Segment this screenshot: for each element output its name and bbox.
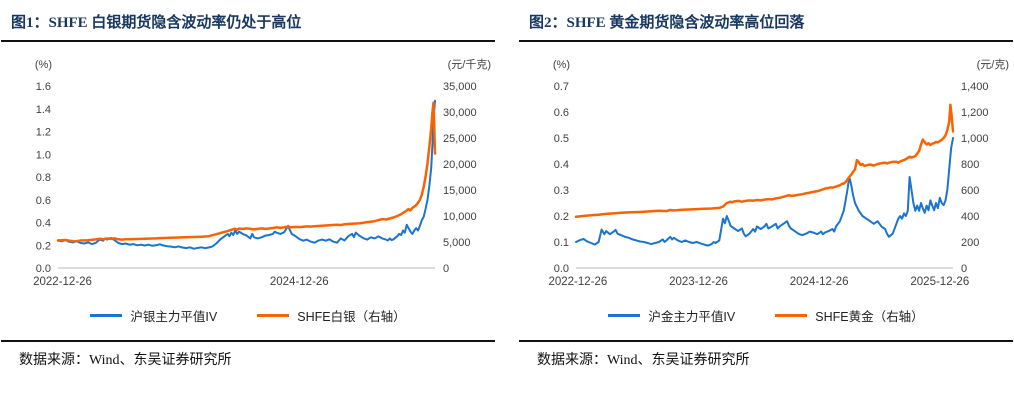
- svg-text:800: 800: [961, 159, 979, 171]
- svg-text:20,000: 20,000: [443, 159, 477, 171]
- svg-text:0.2: 0.2: [554, 211, 569, 223]
- svg-text:0.5: 0.5: [554, 133, 569, 145]
- svg-text:2025-12-26: 2025-12-26: [910, 276, 969, 288]
- figure-2-title: 图2：SHFE 黄金期货隐含波动率高位回落: [519, 6, 1013, 42]
- svg-text:35,000: 35,000: [443, 81, 477, 93]
- figure-2-panel: 图2：SHFE 黄金期货隐含波动率高位回落 (%) (元/克) 0.0 0.1 0.2 0…: [519, 6, 1013, 402]
- svg-text:0.4: 0.4: [36, 218, 51, 230]
- svg-text:30,000: 30,000: [443, 107, 477, 119]
- svg-text:(元/克): (元/克): [977, 58, 1009, 71]
- svg-text:0: 0: [443, 263, 449, 275]
- svg-text:0.0: 0.0: [554, 263, 569, 275]
- legend-item-gold-price: SHFE黄金（右轴）: [775, 306, 924, 325]
- figure-1-legend: 沪银主力平值IV SHFE白银（右轴）: [1, 306, 495, 324]
- figure-1-title: 图1：SHFE 白银期货隐含波动率仍处于高位: [1, 6, 495, 42]
- figure-2-legend: 沪金主力平值IV SHFE黄金（右轴）: [519, 306, 1013, 324]
- figure-1-source: 数据来源：Wind、东吴证券研究所: [19, 353, 232, 368]
- legend-label: 沪银主力平值IV: [130, 309, 218, 324]
- silver-iv-chart-svg: (%) (元/千克) 0.0 0.2 0.4 0.6 0.8 1.0 1.2 1.4 1.6 0 5,0…: [33, 58, 491, 288]
- svg-text:1.4: 1.4: [36, 104, 51, 116]
- svg-text:5,000: 5,000: [443, 237, 471, 249]
- gold-iv-chart: (%) (元/克) 0.0 0.1 0.2 0.3 0.4 0.5 0.6 0.7 0 200 400 6…: [519, 46, 1013, 298]
- svg-text:2022-12-26: 2022-12-26: [33, 276, 92, 288]
- svg-text:600: 600: [961, 185, 979, 197]
- legend-label: 沪金主力平值IV: [648, 309, 736, 324]
- figure-2-source: 数据来源：Wind、东吴证券研究所: [537, 353, 750, 368]
- svg-text:2022-12-26: 2022-12-26: [548, 276, 607, 288]
- gold-iv-chart-svg: (%) (元/克) 0.0 0.1 0.2 0.3 0.4 0.5 0.6 0.7 0 200 400 6…: [548, 58, 1009, 288]
- figure-2-bottom-rule: [519, 340, 1013, 342]
- svg-text:0.0: 0.0: [36, 263, 51, 275]
- svg-text:15,000: 15,000: [443, 185, 477, 197]
- orange-line-swatch-icon: [775, 313, 808, 317]
- figure-1-panel: 图1：SHFE 白银期货隐含波动率仍处于高位 (%) (元/千克) 0.0 0.2 0.…: [1, 6, 495, 402]
- svg-text:2024-12-26: 2024-12-26: [270, 276, 329, 288]
- svg-text:0.6: 0.6: [554, 107, 569, 119]
- svg-text:2024-12-26: 2024-12-26: [790, 276, 849, 288]
- svg-text:(元/千克): (元/千克): [448, 58, 491, 71]
- legend-label: SHFE白银（右轴）: [297, 309, 406, 324]
- figure-1-bottom-rule: [1, 340, 495, 342]
- legend-item-silver-price: SHFE白银（右轴）: [257, 306, 406, 325]
- svg-text:0.7: 0.7: [554, 81, 569, 93]
- svg-text:10,000: 10,000: [443, 211, 477, 223]
- svg-text:0.4: 0.4: [554, 159, 569, 171]
- svg-text:(%): (%): [553, 59, 570, 71]
- svg-text:(%): (%): [35, 59, 52, 71]
- svg-text:0.6: 0.6: [36, 195, 51, 207]
- svg-text:0.2: 0.2: [36, 240, 51, 252]
- svg-text:400: 400: [961, 211, 979, 223]
- blue-line-swatch-icon: [90, 313, 123, 317]
- legend-label: SHFE黄金（右轴）: [815, 309, 924, 324]
- svg-text:200: 200: [961, 237, 979, 249]
- svg-text:1,000: 1,000: [961, 133, 989, 145]
- svg-text:1.6: 1.6: [36, 81, 51, 93]
- svg-text:0.1: 0.1: [554, 237, 569, 249]
- svg-text:0.8: 0.8: [36, 172, 51, 184]
- svg-text:1,400: 1,400: [961, 81, 989, 93]
- legend-item-gold-iv: 沪金主力平值IV: [608, 306, 735, 325]
- svg-text:1,200: 1,200: [961, 107, 989, 119]
- svg-text:0: 0: [961, 263, 967, 275]
- svg-text:1.0: 1.0: [36, 149, 51, 161]
- svg-text:1.2: 1.2: [36, 127, 51, 139]
- legend-item-silver-iv: 沪银主力平值IV: [90, 306, 217, 325]
- silver-iv-chart: (%) (元/千克) 0.0 0.2 0.4 0.6 0.8 1.0 1.2 1.4 1.6 0 5,0…: [1, 46, 495, 298]
- svg-text:2023-12-26: 2023-12-26: [669, 276, 728, 288]
- orange-line-swatch-icon: [257, 313, 290, 317]
- svg-text:0.3: 0.3: [554, 185, 569, 197]
- blue-line-swatch-icon: [608, 313, 641, 317]
- svg-text:25,000: 25,000: [443, 133, 477, 145]
